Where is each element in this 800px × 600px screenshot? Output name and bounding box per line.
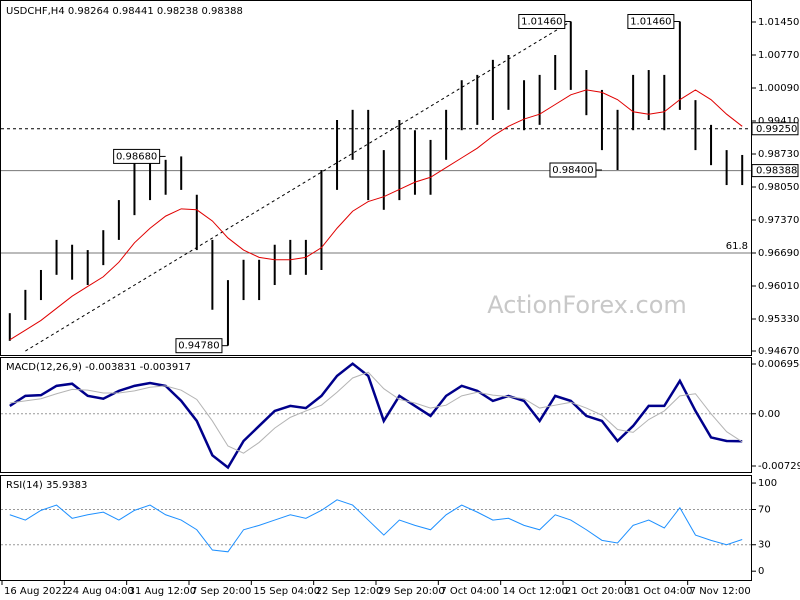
x-tick-label: 7 Sep 20:00 — [191, 586, 251, 597]
y-tick-label: 0 — [758, 566, 764, 577]
y-tick-label: 0.96010 — [758, 281, 799, 292]
axis-label-box — [751, 122, 799, 136]
y-tick-label: 0.97370 — [758, 215, 799, 226]
y-tick-label: -0.007294 — [758, 461, 800, 472]
y-tick-label: 1.00090 — [758, 83, 799, 94]
annotation-label: 0.98680 — [116, 151, 157, 162]
axis-label-box — [751, 164, 799, 178]
watermark: ActionForex.com — [487, 291, 687, 319]
y-tick-label: 0.95330 — [758, 314, 799, 325]
price-panel — [0, 0, 752, 356]
annotation-label: 0.94780 — [178, 341, 219, 352]
x-tick-label: 14 Oct 12:00 — [503, 586, 568, 597]
x-tick-label: 31 Aug 12:00 — [129, 586, 196, 597]
x-tick-label: 31 Oct 04:00 — [627, 586, 692, 597]
y-tick-label: 0.99410 — [758, 116, 799, 127]
annotation-label: 1.01460 — [521, 17, 562, 28]
series-line — [9, 362, 743, 470]
annotation-box — [627, 14, 675, 30]
level-label: 61.8 — [726, 241, 748, 252]
y-tick-label: 0.98050 — [758, 182, 799, 193]
x-tick-label: 7 Oct 04:00 — [440, 586, 499, 597]
macd-panel — [0, 357, 752, 473]
rsi-panel — [0, 475, 752, 581]
x-tick-label: 15 Sep 04:00 — [253, 586, 320, 597]
y-tick-label: 100 — [758, 478, 777, 489]
y-tick-label: 0.98730 — [758, 149, 799, 160]
y-tick-label: 0.006954 — [758, 359, 800, 370]
annotation-box — [113, 148, 161, 164]
y-tick-label: 0.94670 — [758, 346, 799, 357]
y-tick-label: 30 — [758, 540, 771, 551]
y-tick-label: 1.01450 — [758, 17, 799, 28]
y-tick-label: 0.00 — [758, 409, 780, 420]
panel-title: RSI(14) 35.9383 — [6, 480, 87, 491]
x-tick-label: 24 Aug 04:00 — [66, 586, 133, 597]
annotation-box — [549, 162, 597, 178]
y-tick-label: 0.96690 — [758, 248, 799, 259]
x-tick-label: 7 Nov 12:00 — [690, 586, 751, 597]
annotation-label: 0.98400 — [552, 165, 593, 176]
x-tick-label: 22 Sep 12:00 — [316, 586, 383, 597]
axis-label: 0.99250 — [756, 124, 797, 135]
series-line — [9, 499, 743, 553]
series-line — [9, 371, 743, 454]
annotation-box — [175, 338, 223, 354]
y-tick-label: 70 — [758, 504, 771, 515]
moving-average — [9, 89, 743, 341]
x-tick-label: 16 Aug 2022 — [4, 586, 68, 597]
x-tick-label: 29 Sep 20:00 — [378, 586, 445, 597]
y-tick-label: 1.00770 — [758, 50, 799, 61]
x-tick-label: 21 Oct 20:00 — [565, 586, 630, 597]
annotation-box — [518, 14, 566, 30]
trendline — [25, 21, 572, 352]
axis-label: 0.98388 — [756, 166, 797, 177]
annotation-label: 1.01460 — [630, 17, 671, 28]
panel-title: USDCHF,H4 0.98264 0.98441 0.98238 0.9838… — [6, 6, 243, 17]
panel-title: MACD(12,26,9) -0.003831 -0.003917 — [6, 362, 191, 373]
